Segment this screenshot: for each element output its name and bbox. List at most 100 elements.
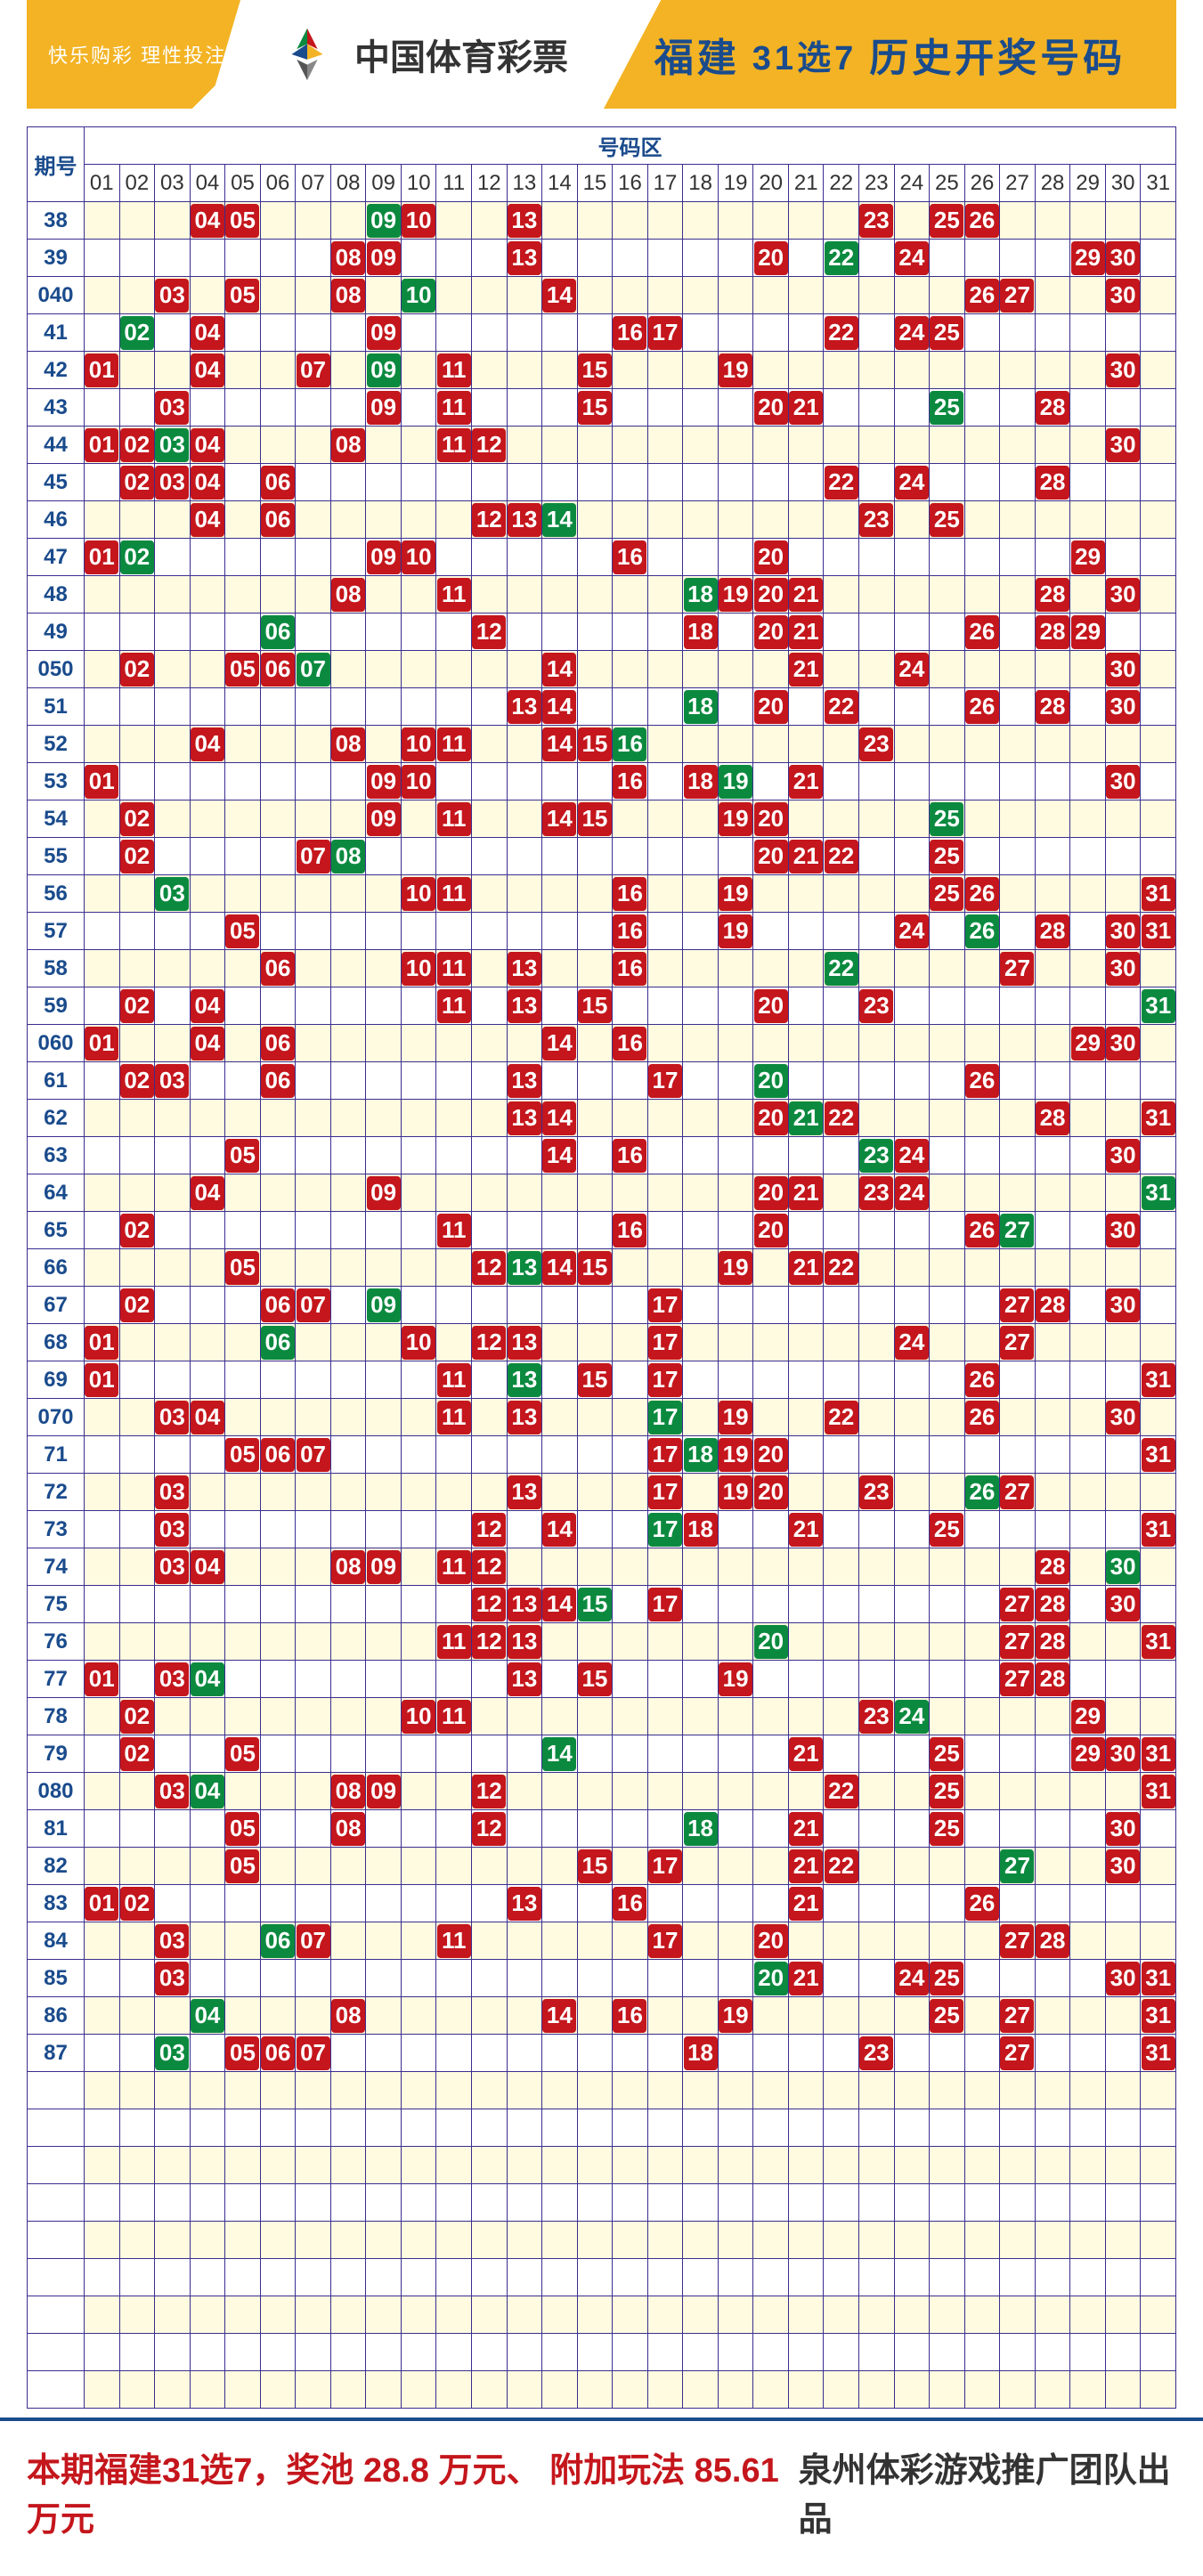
table-row: 5502070820212225 xyxy=(28,838,1176,875)
extra-amount: 85.61 xyxy=(695,2452,779,2490)
num-cell xyxy=(753,277,789,314)
num-cell xyxy=(613,389,648,427)
num-cell xyxy=(1000,1810,1036,1848)
num-cell: 25 xyxy=(930,875,965,913)
num-cell: 04 xyxy=(190,464,225,501)
num-cell: 20 xyxy=(753,576,789,614)
num-cell: 22 xyxy=(824,314,859,352)
num-cell xyxy=(577,1885,613,1922)
num-cell xyxy=(85,1735,120,1773)
num-cell xyxy=(155,2222,191,2259)
num-cell xyxy=(296,2296,331,2334)
num-cell xyxy=(1070,427,1106,464)
ball-red: 31 xyxy=(1142,1438,1175,1472)
num-cell: 04 xyxy=(190,314,225,352)
num-cell xyxy=(1141,1810,1176,1848)
band-header: 号码区 xyxy=(85,127,1176,165)
ball-red: 15 xyxy=(578,1251,612,1285)
num-cell xyxy=(1035,1324,1070,1361)
num-cell xyxy=(1070,314,1106,352)
num-cell: 23 xyxy=(859,726,895,763)
num-cell xyxy=(1035,2147,1070,2184)
num-cell xyxy=(1070,1212,1106,1249)
num-cell xyxy=(753,2296,789,2334)
num-cell xyxy=(260,1137,296,1174)
num-cell xyxy=(401,314,436,352)
num-cell xyxy=(859,1249,895,1287)
num-cell xyxy=(930,1399,965,1436)
num-cell xyxy=(260,1474,296,1511)
num-cell xyxy=(930,726,965,763)
num-cell xyxy=(930,913,965,950)
period-cell: 64 xyxy=(28,1174,85,1212)
num-cell xyxy=(507,2147,542,2184)
num-cell xyxy=(788,1025,824,1062)
ball-red: 28 xyxy=(1036,1662,1069,1696)
col-header-3: 03 xyxy=(155,165,191,202)
num-cell xyxy=(613,1361,648,1399)
num-cell xyxy=(119,202,155,240)
num-cell xyxy=(85,1174,120,1212)
num-cell xyxy=(260,1810,296,1848)
num-cell: 14 xyxy=(542,1511,578,1548)
ball-green: 15 xyxy=(578,1588,612,1621)
num-cell xyxy=(401,1885,436,1922)
num-cell xyxy=(472,240,508,277)
num-cell xyxy=(119,2035,155,2072)
num-cell xyxy=(753,1249,789,1287)
num-cell xyxy=(1070,688,1106,726)
num-cell xyxy=(1141,1698,1176,1735)
ball-red: 09 xyxy=(367,1176,401,1210)
num-cell xyxy=(190,1137,225,1174)
num-cell xyxy=(1070,1848,1106,1885)
num-cell xyxy=(859,2259,895,2296)
num-cell xyxy=(401,1025,436,1062)
num-cell: 08 xyxy=(330,427,366,464)
num-cell xyxy=(401,1137,436,1174)
ball-red: 16 xyxy=(613,765,646,799)
num-cell xyxy=(1035,1025,1070,1062)
num-cell xyxy=(119,1249,155,1287)
ball-red: 19 xyxy=(719,1438,752,1472)
num-cell xyxy=(85,800,120,838)
num-cell xyxy=(964,427,1000,464)
ball-red: 15 xyxy=(578,1662,612,1696)
num-cell xyxy=(647,2296,683,2334)
num-cell xyxy=(190,539,225,576)
num-cell xyxy=(330,913,366,950)
ball-red: 07 xyxy=(297,2036,330,2070)
num-cell xyxy=(1035,314,1070,352)
num-cell xyxy=(1070,2296,1106,2334)
num-cell xyxy=(647,1548,683,1586)
num-cell xyxy=(613,987,648,1025)
num-cell xyxy=(225,726,261,763)
ball-red: 08 xyxy=(331,241,365,275)
num-cell xyxy=(436,2035,472,2072)
num-cell xyxy=(401,688,436,726)
num-cell xyxy=(1000,314,1036,352)
num-cell xyxy=(436,1773,472,1810)
ball-red: 15 xyxy=(578,802,612,836)
num-cell xyxy=(225,1960,261,1997)
num-cell xyxy=(260,1623,296,1661)
ball-red: 17 xyxy=(648,1924,682,1958)
ball-red: 08 xyxy=(331,727,365,761)
period-cell: 43 xyxy=(28,389,85,427)
ball-red: 27 xyxy=(1000,1999,1034,2033)
num-cell: 29 xyxy=(1070,614,1106,651)
num-cell xyxy=(260,875,296,913)
table-row: 860408141619252731 xyxy=(28,1997,1176,2035)
num-cell xyxy=(1070,651,1106,688)
num-cell xyxy=(613,1062,648,1100)
table-row-empty xyxy=(28,2371,1176,2409)
num-cell xyxy=(155,1174,191,1212)
num-cell xyxy=(330,1661,366,1698)
num-cell xyxy=(577,950,613,987)
num-cell xyxy=(647,1623,683,1661)
period-cell: 44 xyxy=(28,427,85,464)
num-cell xyxy=(1105,2222,1141,2259)
ball-red: 17 xyxy=(648,1363,682,1397)
num-cell: 24 xyxy=(894,913,930,950)
num-cell xyxy=(542,576,578,614)
num-cell xyxy=(436,651,472,688)
